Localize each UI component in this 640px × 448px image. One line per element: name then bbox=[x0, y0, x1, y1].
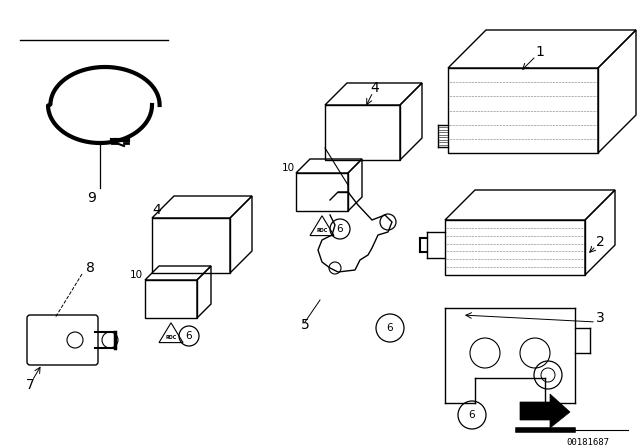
Text: 1: 1 bbox=[536, 45, 545, 59]
Text: 10: 10 bbox=[129, 270, 143, 280]
Text: 7: 7 bbox=[26, 378, 35, 392]
Text: 6: 6 bbox=[387, 323, 394, 333]
Text: RDC: RDC bbox=[316, 228, 328, 233]
Polygon shape bbox=[520, 394, 570, 428]
Text: 6: 6 bbox=[186, 331, 192, 341]
Text: RDC: RDC bbox=[165, 336, 177, 340]
Text: 6: 6 bbox=[337, 224, 343, 234]
Text: 10: 10 bbox=[282, 163, 294, 173]
Text: 00181687: 00181687 bbox=[566, 438, 609, 447]
Text: 8: 8 bbox=[86, 261, 95, 275]
Text: 4: 4 bbox=[152, 203, 161, 217]
Text: 5: 5 bbox=[301, 318, 309, 332]
Text: 4: 4 bbox=[371, 81, 380, 95]
Text: 6: 6 bbox=[468, 410, 476, 420]
Text: 9: 9 bbox=[88, 191, 97, 205]
Text: 3: 3 bbox=[596, 311, 604, 325]
Text: 2: 2 bbox=[596, 235, 604, 249]
